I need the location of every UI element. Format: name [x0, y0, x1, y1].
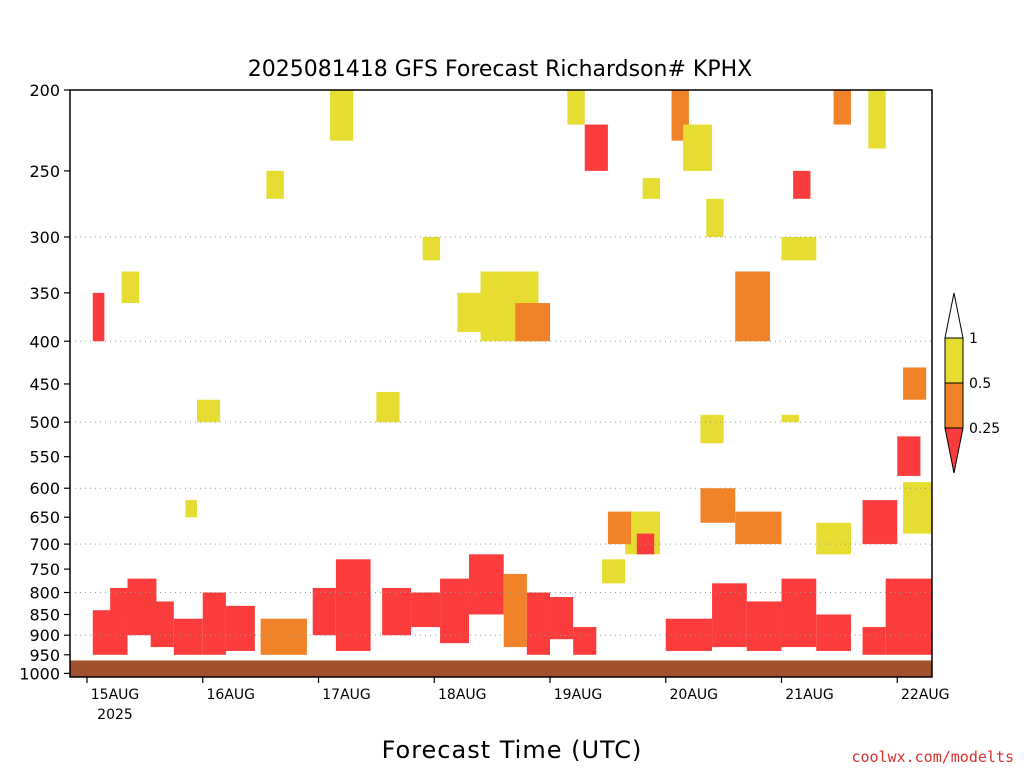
heatmap-cell: [781, 414, 799, 423]
heatmap-cell: [376, 391, 400, 423]
heatmap-cell: [150, 601, 174, 648]
legend-label: 1: [969, 331, 978, 347]
heatmap-cell: [202, 592, 226, 655]
heatmap-cell: [793, 170, 811, 199]
heatmap-cell: [266, 170, 284, 199]
y-tick-label: 800: [29, 584, 60, 603]
heatmap-cell: [897, 436, 921, 476]
heatmap-cell: [440, 578, 469, 644]
x-tick-label: 22AUG: [901, 687, 950, 703]
heatmap-cell: [781, 578, 817, 648]
heatmap-cell: [746, 601, 782, 651]
heatmap-cell: [515, 303, 551, 342]
y-tick-label: 450: [29, 375, 60, 394]
y-tick-label: 650: [29, 508, 60, 527]
y-tick-label: 850: [29, 605, 60, 624]
x-tick-label: 19AUG: [554, 687, 603, 703]
y-tick-label: 350: [29, 284, 60, 303]
y-tick-label: 900: [29, 626, 60, 645]
heatmap-cell: [457, 292, 493, 333]
x-tick-label: 21AUG: [785, 687, 834, 703]
y-axis-ticks: 200 250 300 350 400 450 500 550 600 650 700 750 800 8…: [19, 81, 70, 683]
heatmap-cell: [225, 605, 255, 651]
heatmap-cell: [312, 587, 336, 636]
heatmap-cell: [550, 597, 574, 640]
heatmap-cell: [411, 592, 441, 628]
heatmap-cell: [735, 511, 782, 545]
legend-swatch: [944, 292, 964, 339]
heatmap-cell: [196, 399, 221, 423]
x-tick-label: 15AUG: [91, 687, 140, 703]
heatmap-cell: [833, 90, 851, 125]
credit-text: coolwx.com/modelts: [851, 748, 1014, 766]
y-tick-label: 400: [29, 332, 60, 351]
heatmap-cell: [862, 627, 886, 655]
x-tick-sublabel: 2025: [97, 707, 133, 723]
heatmap-cell: [781, 236, 817, 261]
heatmap-cell: [862, 500, 898, 545]
legend-swatch: [944, 427, 964, 474]
y-tick-label: 200: [29, 81, 60, 100]
heatmap-cell: [903, 367, 927, 400]
heatmap-cell: [706, 198, 724, 237]
legend-label: 0.5: [969, 376, 991, 392]
ground-surface: [70, 660, 932, 677]
legend-swatch: [944, 382, 964, 429]
colorbar-legend: 1 0.5 0.25: [944, 292, 1000, 474]
heatmap-cell: [584, 124, 608, 171]
y-tick-label: 950: [29, 646, 60, 665]
heatmap-cell: [816, 522, 851, 555]
y-tick-label: 500: [29, 413, 60, 432]
heatmap-cell: [683, 124, 713, 171]
heatmap-cell: [503, 573, 527, 648]
heatmap-cell: [567, 90, 585, 125]
heatmap-cell: [885, 578, 932, 655]
x-tick-label: 16AUG: [207, 687, 256, 703]
x-tick-label: 20AUG: [670, 687, 719, 703]
y-tick-label: 700: [29, 535, 60, 554]
heatmap-cell: [642, 178, 660, 199]
heatmap-cell: [607, 511, 632, 545]
x-axis-ticks: 15AUG 2025 16AUG 17AUG 18AUG 19AUG 20AUG 21AUG 2…: [86, 677, 950, 723]
heatmap-cell: [700, 488, 736, 523]
x-tick-label: 18AUG: [438, 687, 487, 703]
heatmap-cell: [468, 554, 504, 615]
heatmap-cell: [665, 618, 713, 651]
y-tick-label: 250: [29, 162, 60, 181]
x-axis-label: Forecast Time (UTC): [382, 736, 643, 764]
heatmap-cell: [92, 292, 105, 342]
heatmap-cell: [260, 618, 307, 655]
legend-label: 0.25: [969, 421, 1000, 437]
heatmap-cell: [330, 90, 354, 141]
heatmap-cell: [868, 90, 886, 149]
y-tick-label: 550: [29, 448, 60, 467]
y-tick-label: 750: [29, 560, 60, 579]
heatmap-cell: [816, 614, 851, 651]
heatmap-cells: [92, 90, 932, 655]
y-tick-label: 1000: [19, 664, 60, 683]
heatmap-cell: [712, 583, 747, 648]
heatmap-cell: [700, 414, 724, 444]
heatmap-cell: [173, 618, 203, 655]
chart-title: 2025081418 GFS Forecast Richardson# KPHX: [248, 57, 752, 82]
legend-swatch: [944, 337, 964, 384]
heatmap-cell: [903, 482, 932, 534]
heatmap-cell: [422, 236, 441, 261]
heatmap-cell: [735, 271, 770, 342]
y-tick-label: 300: [29, 228, 60, 247]
y-tick-label: 600: [29, 479, 60, 498]
heatmap-cell: [382, 587, 412, 636]
heatmap-cell: [335, 559, 371, 651]
heatmap-cell: [573, 627, 597, 655]
heatmap-cell: [602, 559, 626, 584]
x-tick-label: 17AUG: [322, 687, 371, 703]
heatmap-cell: [121, 271, 140, 304]
heatmap-cell: [185, 500, 197, 518]
heatmap-cell: [526, 592, 551, 655]
